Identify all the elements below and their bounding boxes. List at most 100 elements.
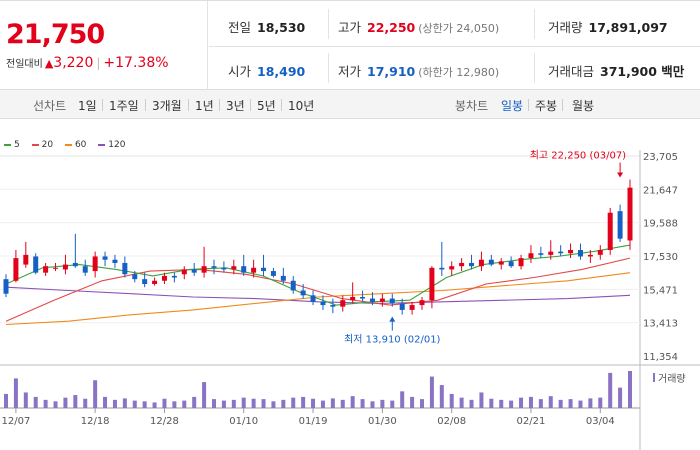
volume-bars: [4, 371, 632, 408]
candle-daily-button[interactable]: 일봉: [501, 99, 524, 113]
candle-body: [270, 271, 276, 276]
volume-bar: [192, 396, 197, 408]
change-row: 전일대비 ▲3,220 | +17.38%: [6, 55, 169, 71]
y-tick-label: 19,588: [643, 219, 678, 230]
candle-body: [597, 250, 603, 255]
price-chart[interactable]: 23,705 21,647 19,588 17,530 15,471 13,413 11,3…: [0, 120, 700, 450]
high-label: 고가: [338, 20, 362, 35]
candle-body: [488, 259, 494, 265]
volume-bar: [112, 399, 117, 408]
volume-bar: [608, 372, 613, 408]
annotations: 최고 22,250 (03/07) 최저 13,910 (02/01): [344, 150, 626, 346]
candle-body: [142, 279, 148, 285]
volume-bar: [152, 402, 157, 408]
legend-item-ma60: 60: [64, 140, 86, 150]
volume-bar: [43, 399, 48, 408]
candle-body: [82, 266, 88, 273]
candle-body: [508, 261, 514, 267]
candle-monthly-button[interactable]: 월봉: [572, 99, 595, 113]
volume-bar: [370, 401, 375, 408]
current-price-box: 21,750 전일대비 ▲3,220 | +17.38%: [0, 1, 208, 90]
volume-bar: [241, 397, 246, 408]
candle-body: [419, 300, 425, 306]
period-1d-button[interactable]: 1일: [78, 99, 97, 113]
volume-bar: [588, 398, 593, 408]
period-3y-button[interactable]: 3년: [226, 99, 245, 113]
x-tick-label: 12/07: [1, 416, 30, 427]
volume-bar: [122, 398, 127, 408]
volume-bar: [499, 399, 504, 408]
summary-col-divider: [534, 53, 535, 83]
volume-bar: [420, 399, 424, 408]
candle-body: [320, 301, 326, 306]
y-tick-label: 17,530: [643, 252, 678, 263]
candle-body: [340, 300, 346, 307]
candle-body: [568, 250, 574, 254]
candle-body: [43, 266, 49, 273]
volume-bar: [132, 400, 137, 408]
volume-bar: [23, 392, 28, 408]
volume-legend-swatch: [653, 373, 655, 382]
legend-swatch: [31, 143, 39, 146]
low-cell: 저가 17,910 (하한가 12,980): [338, 61, 499, 80]
x-tick-label: 02/21: [517, 416, 546, 427]
volume-bar: [172, 401, 177, 408]
volume-bar: [449, 393, 454, 408]
candle-body: [211, 266, 217, 268]
candle-body: [587, 254, 593, 257]
candle-weekly-button[interactable]: 주봉: [535, 99, 558, 113]
volume-bar: [429, 376, 434, 408]
candle-body: [13, 258, 19, 281]
volume-bar: [538, 399, 543, 408]
candle-body: [290, 280, 296, 291]
candle-body: [53, 267, 59, 269]
volume-bar: [598, 397, 603, 408]
volume-bar: [558, 399, 563, 408]
y-tick-label: 21,647: [643, 185, 678, 196]
volume-bar: [479, 392, 484, 408]
volume-bar: [439, 385, 444, 408]
volume-bar: [63, 397, 68, 408]
period-divider: [250, 99, 251, 111]
upper-limit: (상한가 24,050): [418, 22, 500, 35]
volume-bar: [301, 396, 306, 408]
candle-body: [152, 280, 158, 285]
change-label: 전일대비: [6, 59, 43, 70]
volume-bar: [182, 400, 187, 408]
y-tick-labels: 23,705 21,647 19,588 17,530 15,471 13,413 11,3…: [643, 152, 678, 363]
change-percent: +17.38%: [103, 55, 169, 71]
candle-body: [280, 275, 286, 281]
period-3m-button[interactable]: 3개월: [152, 99, 182, 113]
candle-body: [350, 296, 356, 301]
volume-bar: [400, 391, 405, 408]
volume-bar: [410, 396, 415, 408]
low-annotation: 최저 13,910 (02/01): [344, 334, 440, 346]
volume-label: 거래량: [548, 20, 583, 35]
period-1w-button[interactable]: 1주일: [109, 99, 139, 113]
period-divider: [145, 99, 146, 111]
candle-body: [459, 262, 465, 267]
high-cell: 고가 22,250 (상한가 24,050): [338, 17, 499, 36]
summary-col-divider: [328, 53, 329, 83]
period-1y-button[interactable]: 1년: [195, 99, 214, 113]
candle-body: [627, 187, 633, 241]
volume-bar: [202, 382, 207, 408]
volume-bar: [4, 393, 8, 408]
legend-label: 5: [14, 140, 20, 150]
candle-body: [369, 298, 375, 302]
period-5y-button[interactable]: 5년: [257, 99, 276, 113]
gridlines: [0, 188, 640, 324]
volume-bar: [13, 378, 18, 408]
volume-bar: [33, 396, 38, 408]
legend-item-ma5: 5: [4, 140, 20, 150]
candle-body: [191, 269, 197, 273]
volume-bar: [360, 399, 365, 408]
candle-body: [577, 250, 583, 257]
low-value: 17,910: [367, 64, 416, 79]
period-10y-button[interactable]: 10년: [288, 99, 315, 113]
lower-limit: (하한가 12,980): [418, 66, 500, 79]
period-divider: [528, 99, 529, 111]
candle-body: [617, 211, 623, 239]
volume-bar: [618, 387, 623, 408]
legend-label: 120: [108, 140, 126, 150]
